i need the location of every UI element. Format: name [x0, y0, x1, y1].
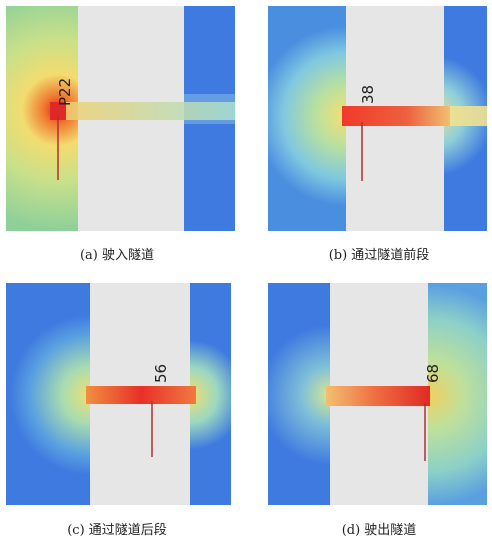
panel-c: 56: [6, 283, 231, 505]
panel-a: P22: [6, 6, 235, 231]
panel-d-heatmap: 68: [268, 283, 487, 505]
caption-c: (c) 通过隧道后段: [67, 523, 167, 538]
panel-b: 38: [268, 6, 487, 231]
caption-b: (b) 通过隧道前段: [328, 248, 430, 263]
signal-beam: [326, 386, 430, 406]
panel-c-heatmap: 56: [6, 283, 231, 505]
marker-label: 68: [424, 364, 442, 383]
marker-label: 56: [152, 364, 170, 383]
panel-d: 68: [268, 283, 487, 505]
signal-beam: [86, 386, 196, 404]
caption-d: (d) 驶出隧道: [341, 523, 417, 538]
signal-beam: [342, 106, 450, 126]
caption-a: (a) 驶入隧道: [79, 248, 155, 263]
marker-label: 38: [359, 85, 377, 104]
marker-label: P22: [56, 78, 74, 106]
panel-a-heatmap: P22: [6, 6, 235, 231]
vehicle-hotspot: [50, 102, 66, 120]
panel-b-heatmap: 38: [268, 6, 487, 231]
